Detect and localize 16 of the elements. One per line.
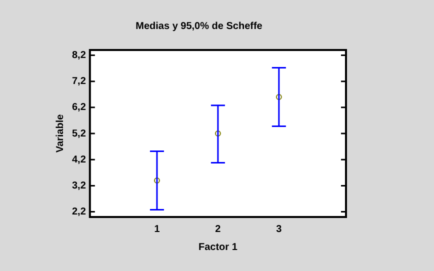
- y-tick-label: 2,2: [72, 206, 86, 218]
- y-axis-title: Variable: [54, 114, 66, 153]
- point: [154, 177, 160, 184]
- y-tick-label: 8,2: [72, 50, 86, 61]
- x-tick-label: 2: [215, 224, 222, 235]
- point: [214, 130, 221, 136]
- y-tick-label: 5,2: [72, 128, 86, 140]
- y-tick-label: 6,2: [72, 102, 86, 114]
- point: [276, 94, 282, 100]
- chart-title: Medias y 95,0% de Scheffe: [136, 20, 263, 32]
- y-tick-label: 3,2: [72, 180, 86, 192]
- y-tick-label: 4,2: [72, 154, 86, 166]
- x-tick-label: 1: [154, 224, 160, 235]
- x-axis-title: Factor 1: [198, 242, 238, 253]
- x-tick-label: 3: [276, 224, 282, 235]
- y-tick-label: 7,2: [72, 76, 86, 88]
